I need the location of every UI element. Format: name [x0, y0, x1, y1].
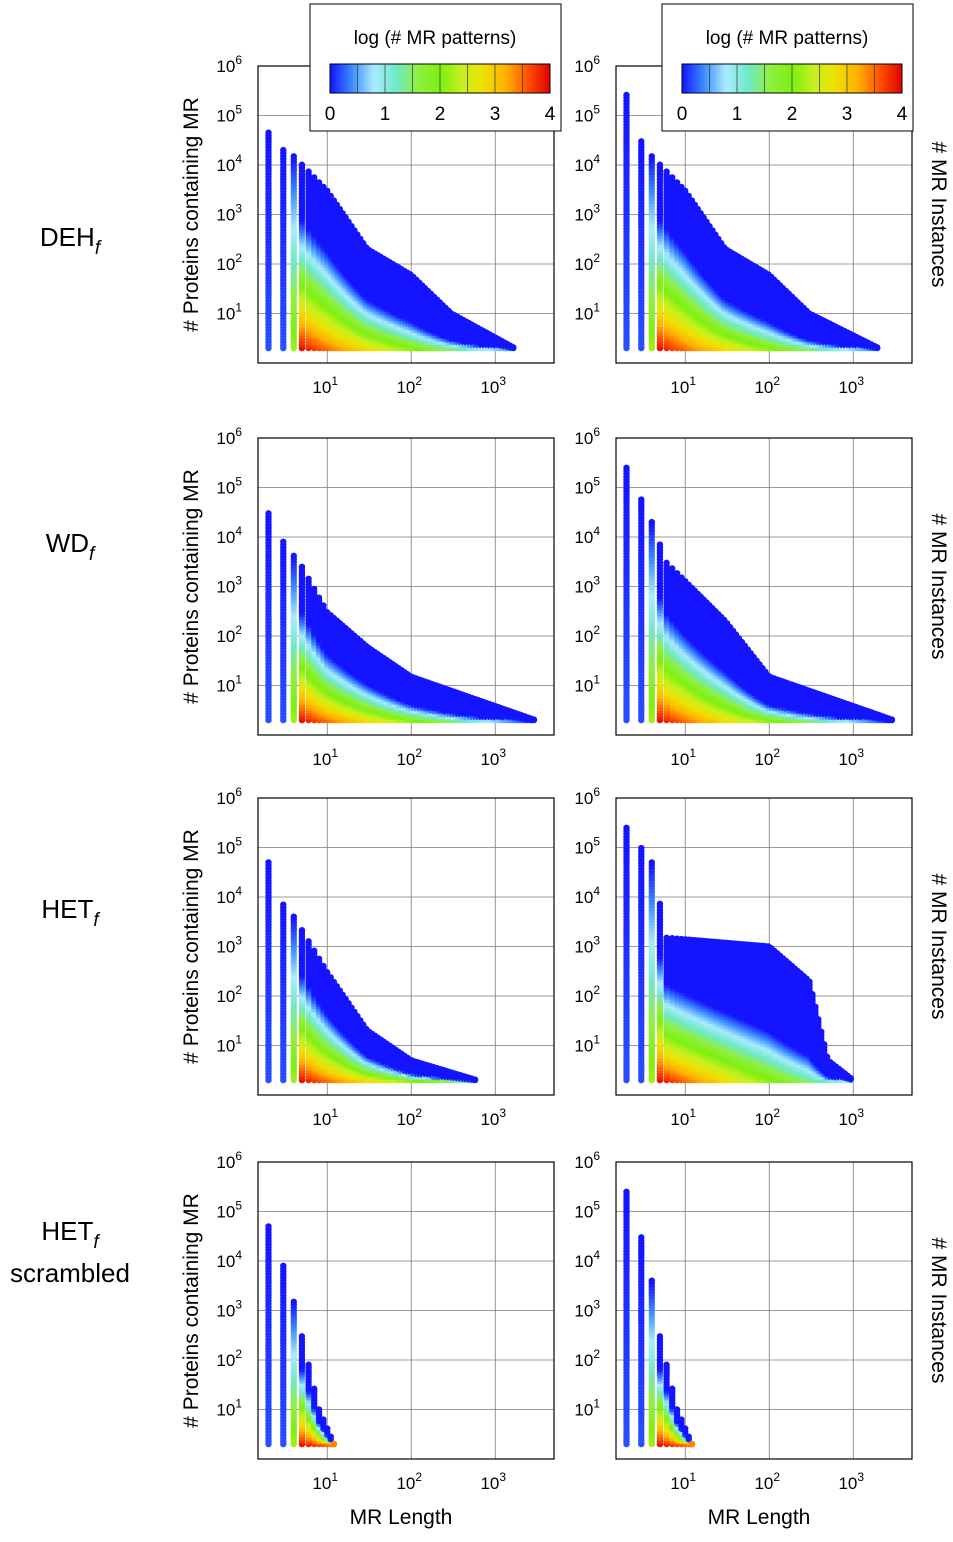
data-point	[510, 344, 517, 351]
data-point	[327, 192, 334, 200]
panels: 101 102 103 101 102 103 104 105 106 # Proteins co…	[180, 53, 950, 1529]
data-point	[656, 161, 664, 168]
y-tick-label: 102	[216, 251, 242, 274]
data-point	[669, 174, 676, 181]
data-point	[298, 563, 306, 571]
data-point	[873, 344, 881, 351]
data-point	[265, 510, 272, 517]
y-tick-label: 104	[216, 152, 242, 175]
data-point	[311, 174, 318, 181]
data-point	[311, 585, 318, 593]
x-tick-label: 102	[396, 374, 422, 397]
data-point	[290, 552, 297, 560]
x-tick-label: 103	[480, 374, 506, 397]
data-point	[638, 138, 645, 145]
scatter-points	[265, 129, 517, 352]
y-tick-label: 106	[216, 53, 242, 76]
y-tick-label: 102	[574, 251, 600, 274]
y-tick-label: 105	[574, 103, 600, 126]
data-point	[280, 146, 287, 154]
y-tick-label: 103	[574, 202, 600, 225]
panel-0-0: 101 102 103 101 102 103 104 105 106 # Proteins co…	[180, 53, 555, 397]
data-point	[315, 594, 323, 601]
data-point	[298, 161, 306, 168]
data-point	[280, 538, 287, 545]
data-point	[623, 91, 630, 99]
x-tick-label: 101	[312, 374, 338, 397]
data-point	[320, 183, 327, 191]
y-tick-label: 106	[574, 53, 600, 76]
y-axis-label: # MR Instances	[927, 142, 950, 288]
data-point	[265, 129, 272, 136]
scatter-points	[265, 510, 538, 724]
y-tick-label: 103	[216, 202, 242, 225]
x-tick-label: 101	[670, 374, 696, 397]
y-axis-label: # Proteins containing MR	[180, 97, 203, 332]
y-tick-label: 101	[216, 301, 242, 324]
data-point	[290, 153, 297, 160]
data-point	[320, 602, 327, 609]
y-tick-label: 104	[574, 152, 600, 175]
y-tick-label: 105	[216, 103, 242, 126]
data-point	[648, 153, 655, 160]
x-tick-label: 102	[754, 374, 780, 397]
data-point	[324, 187, 331, 195]
data-point	[305, 168, 312, 175]
data-point	[663, 168, 670, 175]
y-tick-label: 101	[574, 301, 600, 324]
data-point	[305, 575, 312, 582]
data-point	[315, 179, 323, 186]
x-tick-label: 103	[838, 374, 864, 397]
